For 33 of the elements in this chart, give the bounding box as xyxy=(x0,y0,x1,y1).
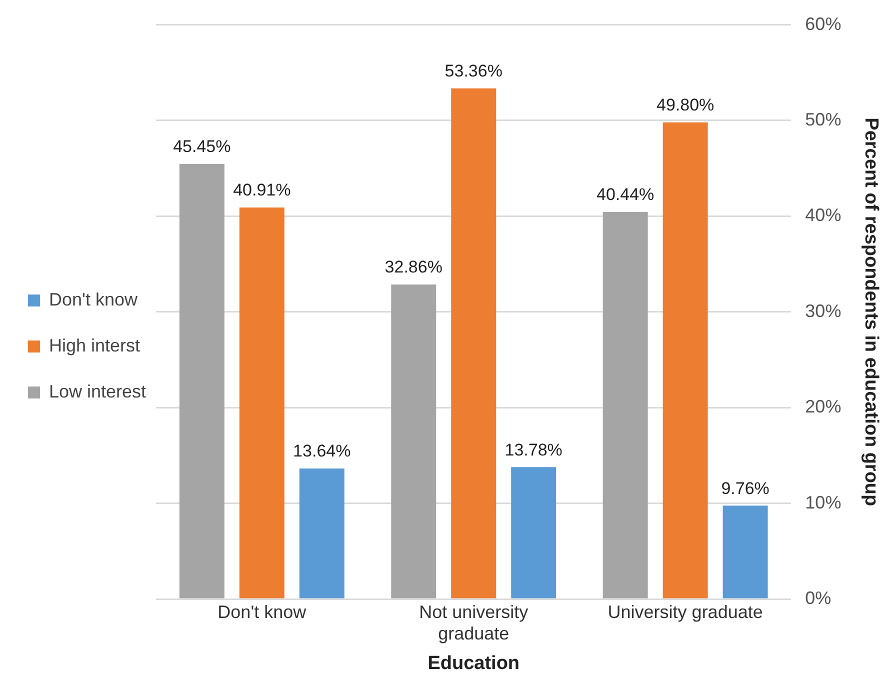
data-label: 32.86% xyxy=(384,258,442,277)
bar xyxy=(239,207,284,598)
data-label: 40.91% xyxy=(233,180,291,200)
x-tick-label: Don't know xyxy=(218,602,308,622)
bar xyxy=(662,122,708,598)
data-label: 13.78% xyxy=(504,440,562,460)
y-tick-label: 60% xyxy=(805,14,842,34)
y-tick-label: 0% xyxy=(805,588,832,608)
y-tick-label: 30% xyxy=(805,300,842,321)
bar xyxy=(602,212,648,598)
y-tick-label: 20% xyxy=(805,396,842,417)
y-tick-label: 50% xyxy=(805,109,842,130)
legend-label: Don't know xyxy=(49,289,138,310)
bar xyxy=(179,164,224,598)
data-label: 53.36% xyxy=(444,62,502,81)
bar xyxy=(299,468,344,598)
data-label: 40.44% xyxy=(596,185,654,204)
x-tick-label: University graduate xyxy=(608,602,763,622)
legend-label: Low interest xyxy=(49,381,146,402)
bar xyxy=(451,88,496,598)
data-label: 49.80% xyxy=(656,96,714,115)
x-tick-label: Not university graduate xyxy=(419,602,528,644)
bar xyxy=(511,467,556,598)
bar xyxy=(722,506,768,598)
x-axis-title: Education xyxy=(428,652,520,674)
y-axis-title: Percent of respondents in education group xyxy=(860,118,882,506)
data-label: 45.45% xyxy=(173,137,231,156)
data-label: 13.64% xyxy=(293,442,351,461)
y-tick-label: 10% xyxy=(805,492,842,512)
bar xyxy=(391,284,436,598)
legend-label: High interst xyxy=(49,335,140,356)
data-label: 9.76% xyxy=(721,478,770,498)
y-tick-label: 40% xyxy=(805,205,842,226)
